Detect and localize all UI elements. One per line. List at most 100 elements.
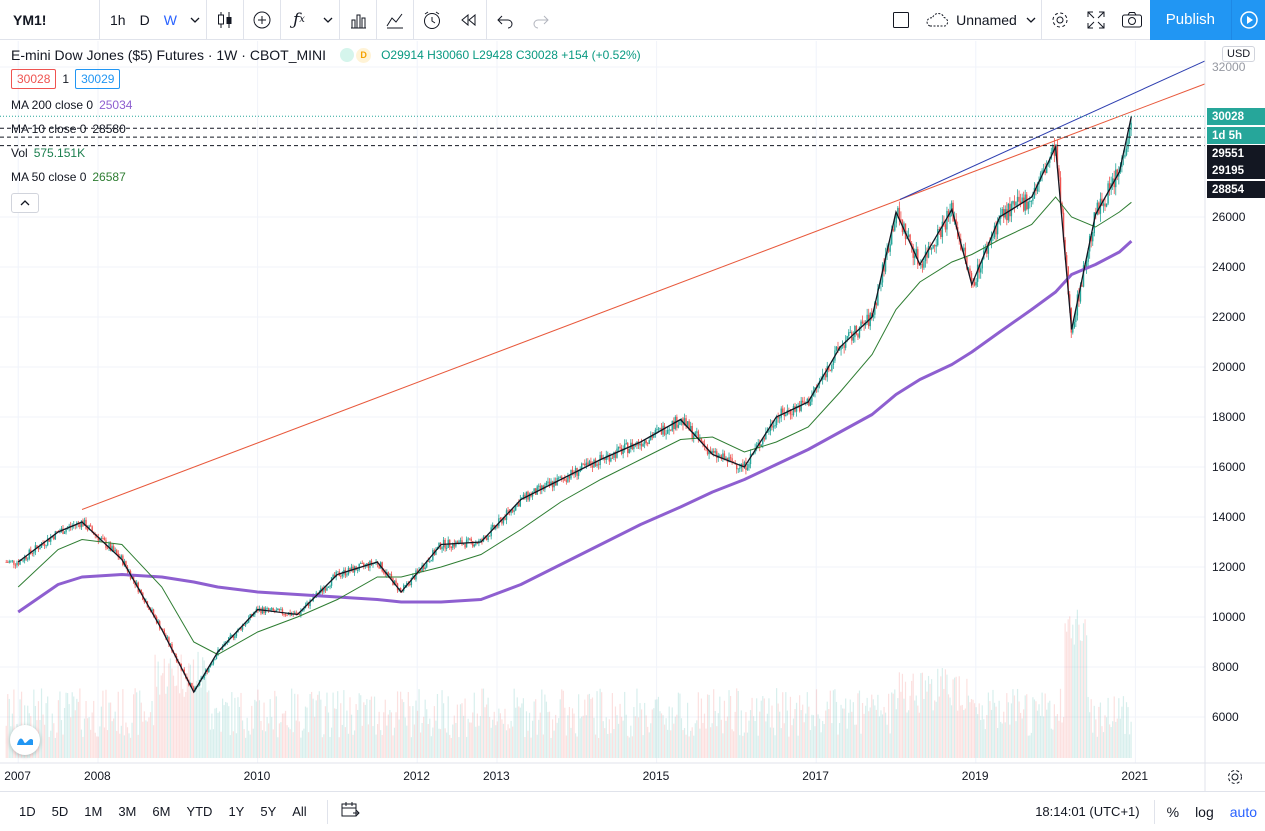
candle-body [472,541,474,547]
candle-body [27,558,29,560]
price-chart[interactable] [0,41,1265,791]
candles-icon[interactable] [207,0,243,40]
volume-bar [705,728,707,758]
candle-body [826,366,828,378]
candle-body [607,454,609,456]
candle-body [811,395,813,402]
range-button-all[interactable]: All [292,804,307,819]
indicator-ma10[interactable]: MA 10 close 0 28580 [11,117,641,141]
candle-body [424,567,426,569]
cloud-icon [926,12,949,26]
volume-bar [987,692,989,758]
volume-bar [662,715,664,758]
candle-body [769,424,772,432]
volume-bar [83,718,86,758]
volume-bar [484,707,486,758]
alert-clock-icon[interactable] [414,0,450,40]
candle-body [736,464,738,470]
volume-bar [456,704,459,758]
interval-d[interactable]: D [139,11,150,28]
redo-icon[interactable] [523,0,559,40]
publish-button[interactable]: Publish [1149,0,1231,40]
candle-body [522,494,525,498]
range-button-1m[interactable]: 1M [84,804,103,819]
volume-bar [513,688,515,758]
candle-body [40,543,43,548]
layout-name-button[interactable]: Unnamed [919,0,1021,40]
volume-bar [530,737,532,758]
log-toggle[interactable]: log [1195,803,1214,820]
candle-body [565,480,568,482]
tradingview-logo[interactable] [10,725,40,755]
volume-bar [1055,716,1057,758]
indicator-ma200[interactable]: MA 200 close 0 25034 [11,93,641,117]
currency-label[interactable]: USD [1222,46,1256,62]
volume-bar [180,654,182,758]
volume-bar [636,688,638,758]
volume-bar [710,727,712,758]
volume-bar [772,727,775,758]
range-button-6m[interactable]: 6M [152,804,171,819]
gear-icon[interactable] [1042,0,1078,40]
candle-body [858,327,861,338]
volume-bar [576,736,578,758]
play-icon[interactable] [1231,0,1265,40]
range-button-1d[interactable]: 1D [19,804,36,819]
candle-body [211,663,213,666]
compare-plus-icon[interactable] [244,0,280,40]
axis-settings-icon[interactable] [1226,768,1244,791]
percent-toggle[interactable]: % [1166,803,1180,820]
interval-w[interactable]: W [163,11,177,28]
range-button-1y[interactable]: 1Y [228,804,245,819]
sell-price-button[interactable]: 30028 [11,69,57,89]
chevron-down-icon[interactable] [184,0,206,40]
volume-bar [106,730,109,758]
volume-bar [254,699,256,758]
range-button-5d[interactable]: 5D [51,804,69,819]
collapse-legend-button[interactable] [11,193,39,213]
symbol-search[interactable]: YM1! [0,0,100,40]
clock[interactable]: 18:14:01 (UTC+1) [1035,804,1140,819]
volume-bar [588,693,590,758]
candle-body [360,563,362,564]
goto-date-icon[interactable] [340,801,360,822]
candle-body [990,237,993,244]
volume-bar [324,706,327,758]
volume-bar [1112,721,1114,758]
candle-body [102,538,104,539]
range-button-3m[interactable]: 3M [118,804,137,819]
range-button-ytd[interactable]: YTD [186,804,213,819]
chevron-down-icon[interactable] [1021,0,1041,40]
undo-icon[interactable] [487,0,523,40]
chevron-down-icon[interactable] [317,0,339,40]
select-square-icon[interactable] [883,0,919,40]
candle-body [900,218,902,220]
camera-icon[interactable] [1114,0,1150,40]
volume-bar [733,731,735,758]
buy-price-button[interactable]: 30029 [75,69,121,89]
replay-icon[interactable] [450,0,486,40]
interval-1h[interactable]: 1h [110,11,126,28]
candle-body [267,608,270,611]
volume-bar [326,692,328,758]
volume-bar [284,710,287,758]
financials-icon[interactable] [340,0,376,40]
candle-body [252,614,255,617]
indicator-volume[interactable]: Vol 575.151K [11,141,641,165]
chart-legend: E-mini Dow Jones ($5) Futures · 1W · CBO… [11,47,641,213]
time-tick-label: 2019 [961,769,989,783]
auto-toggle[interactable]: auto [1229,803,1257,820]
volume-bar [406,725,408,758]
volume-bar [875,709,877,758]
volume-bar [894,689,896,758]
range-button-5y[interactable]: 5Y [260,804,277,819]
indicator-ma50[interactable]: MA 50 close 0 26587 [11,165,641,189]
templates-icon[interactable] [377,0,413,40]
candle-body [326,587,328,591]
price-tick-label: 32000 [1212,60,1246,74]
market-status-badge[interactable]: D [340,47,372,63]
fullscreen-icon[interactable] [1078,0,1114,40]
volume-bar [495,725,497,758]
volume-bar [357,709,359,758]
